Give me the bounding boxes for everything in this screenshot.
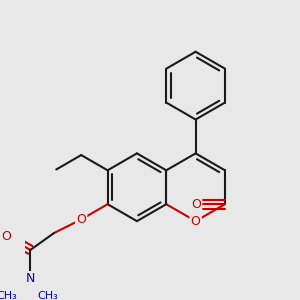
Text: O: O xyxy=(191,198,201,211)
Text: CH₃: CH₃ xyxy=(0,291,17,300)
Text: O: O xyxy=(2,230,12,243)
Text: O: O xyxy=(191,214,201,228)
Text: CH₃: CH₃ xyxy=(37,291,58,300)
Text: N: N xyxy=(26,272,35,285)
Text: O: O xyxy=(76,213,86,226)
